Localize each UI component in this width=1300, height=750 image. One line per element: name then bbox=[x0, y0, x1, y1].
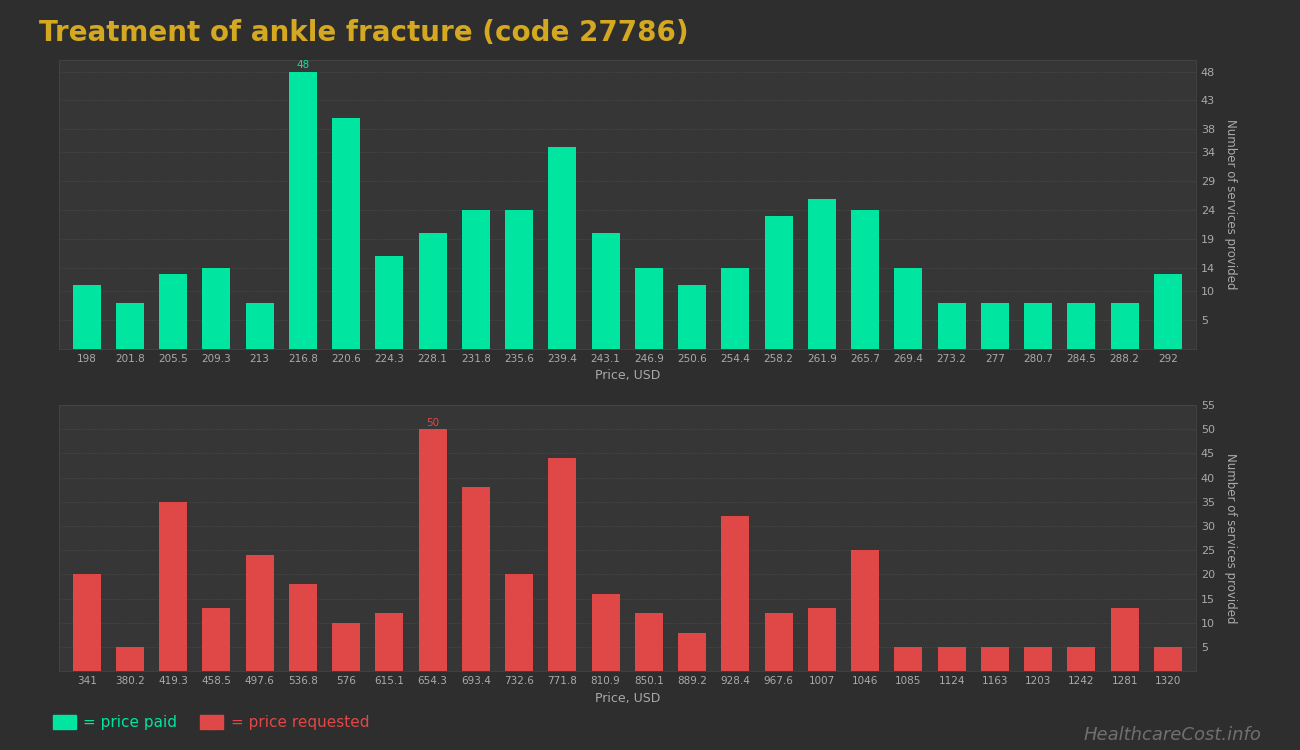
Legend: = price paid, = price requested: = price paid, = price requested bbox=[47, 709, 376, 736]
Bar bbox=[289, 71, 317, 349]
Bar bbox=[894, 268, 923, 349]
Bar bbox=[679, 285, 706, 349]
Bar bbox=[73, 574, 100, 671]
Bar bbox=[894, 647, 923, 671]
Bar bbox=[376, 614, 403, 671]
Bar bbox=[592, 594, 620, 671]
Bar bbox=[592, 233, 620, 349]
Text: Treatment of ankle fracture (code 27786): Treatment of ankle fracture (code 27786) bbox=[39, 19, 689, 46]
Bar bbox=[246, 555, 274, 671]
Bar bbox=[764, 216, 793, 349]
Bar bbox=[634, 614, 663, 671]
Bar bbox=[1110, 302, 1139, 349]
Bar bbox=[1154, 274, 1182, 349]
Bar bbox=[722, 516, 749, 671]
Bar bbox=[634, 268, 663, 349]
Bar bbox=[1067, 302, 1096, 349]
Text: HealthcareCost.info: HealthcareCost.info bbox=[1083, 726, 1261, 744]
Bar bbox=[937, 647, 966, 671]
Bar bbox=[1024, 302, 1052, 349]
Bar bbox=[462, 210, 490, 349]
Bar bbox=[980, 647, 1009, 671]
Bar bbox=[1110, 608, 1139, 671]
Text: 50: 50 bbox=[426, 418, 439, 428]
Bar bbox=[1067, 647, 1096, 671]
Bar bbox=[852, 550, 879, 671]
Bar bbox=[246, 302, 274, 349]
Bar bbox=[419, 233, 447, 349]
Bar bbox=[332, 118, 360, 349]
Bar bbox=[332, 622, 360, 671]
X-axis label: Price, USD: Price, USD bbox=[594, 692, 660, 705]
Bar bbox=[159, 502, 187, 671]
Text: 48: 48 bbox=[296, 60, 309, 70]
Bar bbox=[116, 302, 144, 349]
Bar bbox=[937, 302, 966, 349]
Bar bbox=[807, 608, 836, 671]
Y-axis label: Number of services provided: Number of services provided bbox=[1225, 119, 1238, 290]
Y-axis label: Number of services provided: Number of services provided bbox=[1225, 453, 1238, 623]
Bar bbox=[159, 274, 187, 349]
Bar bbox=[116, 647, 144, 671]
Bar bbox=[203, 608, 230, 671]
Bar bbox=[549, 458, 576, 671]
Bar bbox=[1154, 647, 1182, 671]
Bar bbox=[852, 210, 879, 349]
Bar bbox=[980, 302, 1009, 349]
Bar bbox=[506, 210, 533, 349]
Bar bbox=[462, 488, 490, 671]
Bar bbox=[419, 429, 447, 671]
Bar bbox=[203, 268, 230, 349]
Bar bbox=[289, 584, 317, 671]
Bar bbox=[1024, 647, 1052, 671]
Bar bbox=[376, 256, 403, 349]
Bar bbox=[506, 574, 533, 671]
Bar bbox=[722, 268, 749, 349]
Bar bbox=[679, 632, 706, 671]
Bar bbox=[549, 147, 576, 349]
Bar bbox=[807, 199, 836, 349]
X-axis label: Price, USD: Price, USD bbox=[594, 369, 660, 382]
Bar bbox=[73, 285, 100, 349]
Bar bbox=[764, 614, 793, 671]
